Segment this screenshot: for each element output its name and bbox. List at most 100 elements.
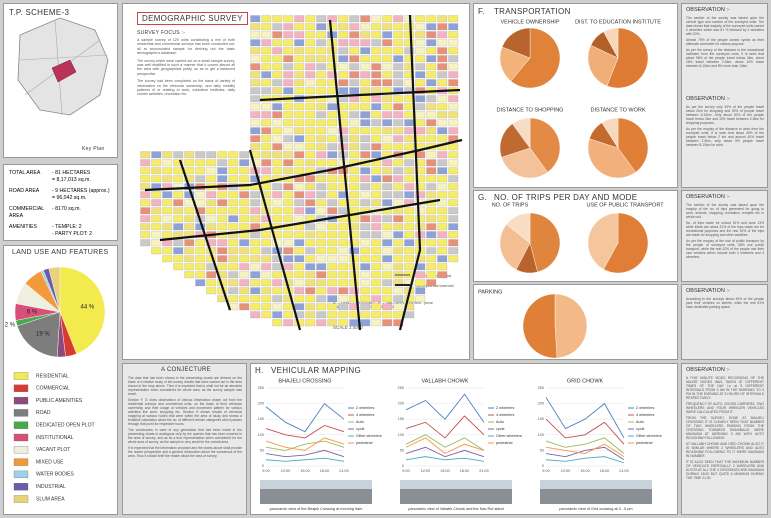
map-block [437,111,448,119]
map-block [316,159,327,167]
map-block [228,199,239,207]
map-block [448,255,459,263]
map-block [415,287,426,295]
map-block [382,39,393,47]
map-block [272,287,283,295]
map-block [338,311,349,319]
map-block [338,263,349,271]
map-block [426,167,437,175]
map-block [349,23,360,31]
observation-panel: OBSERVATION :- The section of the survey … [681,190,768,282]
map-block [349,31,360,39]
map-block [261,311,272,319]
map-block [140,159,151,167]
map-block [360,215,371,223]
map-block [305,87,316,95]
map-block [184,191,195,199]
chart-title: DISTANCE TO SHOPPING [497,107,564,113]
map-block [239,183,250,191]
map-block [316,191,327,199]
map-block [437,191,448,199]
map-block [250,279,261,287]
map-block [448,215,459,223]
map-block [448,71,459,79]
map-block [404,71,415,79]
map-block [327,159,338,167]
map-block [261,183,272,191]
map-block [184,263,195,271]
legend-label: SLUM AREA [36,496,65,502]
map-block [184,159,195,167]
map-block [382,263,393,271]
map-block [305,183,316,191]
map-block [327,279,338,287]
map-block [272,207,283,215]
map-block [338,247,349,255]
map-block [360,191,371,199]
x-tick-label: 15:00 [440,469,450,473]
map-block [371,143,382,151]
map-block [393,303,404,311]
map-block [250,127,261,135]
y-tick-label: 250 [258,386,264,390]
map-block [250,303,261,311]
map-block [294,159,305,167]
map-block [173,175,184,183]
map-block [272,47,283,55]
map-block [437,103,448,111]
map-block [448,175,459,183]
map-block [360,23,371,31]
map-block [437,119,448,127]
map-block [360,135,371,143]
legend-swatch [13,495,29,503]
series-line [265,437,345,451]
map-block [382,167,393,175]
map-block [217,247,228,255]
map-block [162,247,173,255]
stats-panel: TOTAL AREA - 81 HECTARES = 8,17,013 sq.m. R… [3,164,118,241]
map-block [437,215,448,223]
map-block [283,271,294,279]
map-block [426,71,437,79]
map-block [294,215,305,223]
map-block [382,183,393,191]
map-block [206,191,217,199]
map-block [448,31,459,39]
map-block [426,175,437,183]
map-block [338,31,349,39]
map-block [349,143,360,151]
map-scale: SCALE 1:4000 [333,325,363,330]
map-block [272,63,283,71]
map-block [305,111,316,119]
observation-title: OBSERVATION :- [686,367,730,373]
legend-label: DEDICATED OPEN PLOT [36,423,95,429]
map-block [415,191,426,199]
map-block [250,287,261,295]
map-block [382,319,393,327]
map-block [338,319,349,327]
map-block [360,239,371,247]
map-block [162,231,173,239]
map-block [250,95,261,103]
map-block [151,231,162,239]
map-block [239,159,250,167]
paragraph: The survey which were carried out on a s… [137,58,235,76]
map-block [272,23,283,31]
map-block [338,39,349,47]
map-block [349,215,360,223]
map-block [360,71,371,79]
map-block [173,247,184,255]
map-block [349,303,360,311]
map-block [261,127,272,135]
legend-swatch [13,409,29,417]
map-block [294,15,305,23]
map-block [206,207,217,215]
legend-label: pedestrial [356,441,373,445]
map-block [426,191,437,199]
map-block [426,255,437,263]
map-block [228,175,239,183]
map-block [294,23,305,31]
chart-title: GRID CHOWK [567,378,604,384]
chart-title: VALLABH CHOWK [422,378,469,384]
map-block [382,279,393,287]
